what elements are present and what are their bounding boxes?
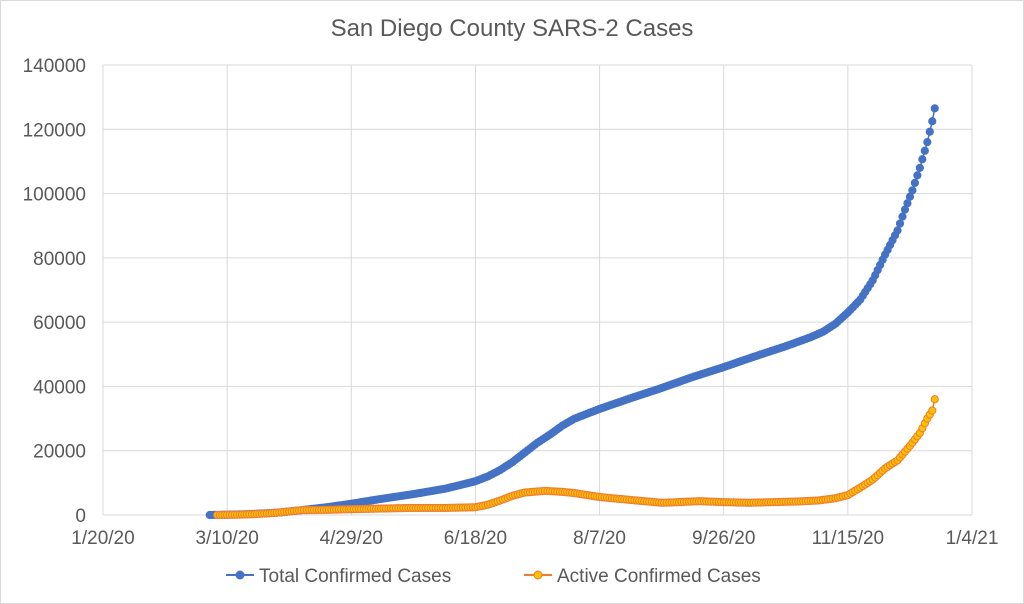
- y-tick-label: 120000: [23, 120, 86, 141]
- data-point: [893, 226, 902, 235]
- x-tick-label: 9/26/20: [692, 528, 755, 549]
- series-line: [209, 108, 936, 516]
- series-total: [205, 104, 939, 520]
- data-point: [898, 212, 907, 221]
- data-point: [910, 178, 919, 187]
- data-point: [928, 117, 937, 126]
- data-point: [913, 171, 922, 180]
- x-tick-label: 11/15/20: [812, 528, 885, 549]
- series-active: [213, 395, 939, 520]
- legend-label: Total Confirmed Cases: [259, 566, 451, 587]
- x-axis-ticks: 1/20/20 3/10/20 4/29/20 6/18/20 8/7/20 9/26/2…: [71, 528, 998, 549]
- x-tick-label: 3/10/20: [195, 528, 258, 549]
- x-tick-label: 4/29/20: [320, 528, 383, 549]
- legend-label: Active Confirmed Cases: [557, 566, 761, 587]
- data-point: [928, 406, 937, 415]
- data-point: [908, 186, 917, 195]
- y-tick-label: 40000: [33, 377, 86, 398]
- gridlines: [102, 64, 973, 516]
- x-tick-label: 1/4/21: [946, 528, 999, 549]
- data-point: [930, 395, 939, 404]
- y-tick-label: 20000: [33, 442, 86, 463]
- y-tick-label: 100000: [23, 185, 86, 206]
- legend-marker: [533, 570, 543, 580]
- data-point: [925, 127, 934, 136]
- y-tick-label: 80000: [33, 249, 86, 270]
- x-tick-label: 6/18/20: [444, 528, 507, 549]
- legend: Total Confirmed Cases Active Confirmed Ca…: [226, 566, 761, 587]
- y-tick-label: 0: [75, 506, 86, 527]
- y-axis-ticks: 0 20000 40000 60000 80000 100000 120000 140000: [23, 56, 86, 527]
- x-tick-label: 1/20/20: [71, 528, 134, 549]
- data-point: [918, 155, 927, 164]
- legend-marker: [235, 570, 245, 580]
- data-point: [895, 219, 905, 228]
- y-tick-label: 60000: [33, 313, 86, 334]
- chart-title: San Diego County SARS-2 Cases: [331, 15, 694, 42]
- y-tick-label: 140000: [23, 56, 86, 77]
- data-point: [923, 138, 932, 147]
- data-point: [920, 146, 929, 155]
- x-tick-label: 8/7/20: [573, 528, 626, 549]
- data-point: [915, 163, 924, 172]
- data-point: [930, 104, 939, 113]
- series-group: [205, 104, 939, 520]
